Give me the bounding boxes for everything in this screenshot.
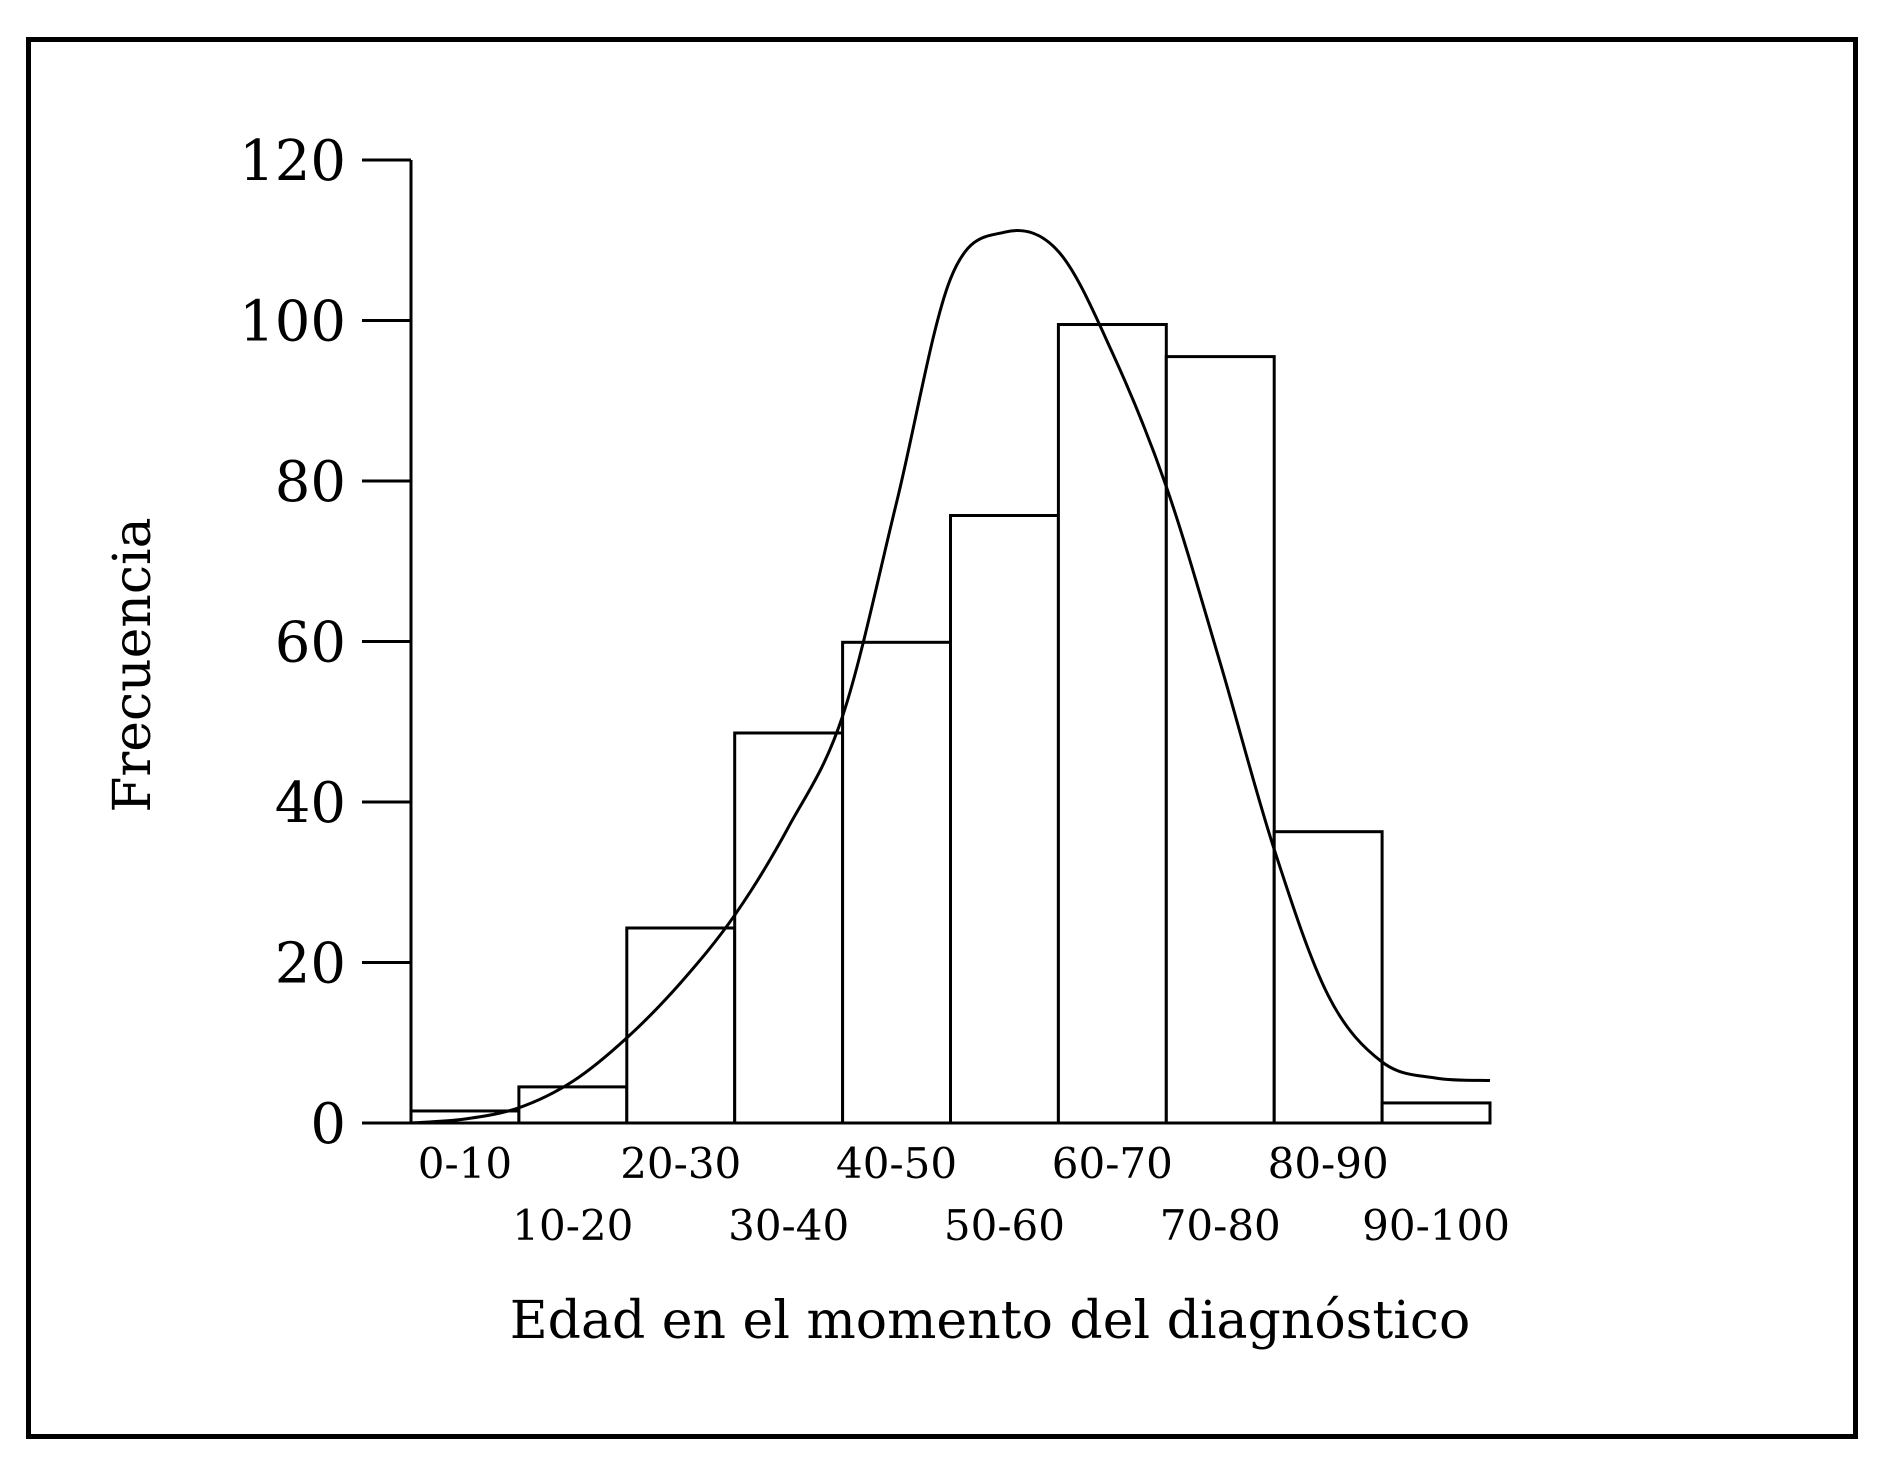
- y-tick-label-0: 0: [310, 1092, 346, 1157]
- x-tick-label-30-40: 30-40: [728, 1201, 849, 1250]
- x-tick-label-20-30: 20-30: [620, 1139, 741, 1188]
- y-tick-label-60: 60: [275, 611, 346, 676]
- x-tick-label-40-50: 40-50: [836, 1139, 957, 1188]
- x-tick-label-0-10: 0-10: [418, 1139, 512, 1188]
- histogram-bar-30-40: [733, 731, 845, 1125]
- y-tick-label-80: 80: [275, 450, 346, 515]
- x-axis-title: Edad en el momento del diagnóstico: [510, 1291, 1471, 1351]
- x-tick-label-70-80: 70-80: [1160, 1201, 1281, 1250]
- fitted-curve: [410, 228, 1491, 1125]
- histogram-bar-10-20: [517, 1085, 629, 1125]
- histogram-bar-40-50: [841, 640, 952, 1125]
- y-tick-label-120: 120: [239, 129, 346, 194]
- histogram-bar-60-70: [1056, 323, 1168, 1125]
- y-axis-title: Frecuencia: [103, 517, 163, 812]
- x-tick-label-90-100: 90-100: [1362, 1201, 1510, 1250]
- bars-layer: [409, 323, 1492, 1125]
- x-tick-label-80-90: 80-90: [1268, 1139, 1389, 1188]
- histogram-bar-20-30: [625, 926, 737, 1125]
- y-tick-label-100: 100: [239, 290, 346, 355]
- histogram-bar-80-90: [1272, 830, 1384, 1125]
- x-tick-label-60-70: 60-70: [1052, 1139, 1173, 1188]
- x-tick-label-50-60: 50-60: [944, 1201, 1065, 1250]
- axes-layer: [362, 158, 1490, 1125]
- histogram-bar-70-80: [1164, 355, 1276, 1125]
- histogram-bar-50-60: [949, 514, 1060, 1125]
- y-tick-label-40: 40: [275, 771, 346, 836]
- curve-layer: [410, 228, 1491, 1125]
- y-tick-label-20: 20: [275, 932, 346, 997]
- histogram-bar-90-100: [1380, 1101, 1492, 1125]
- x-tick-label-10-20: 10-20: [512, 1201, 633, 1250]
